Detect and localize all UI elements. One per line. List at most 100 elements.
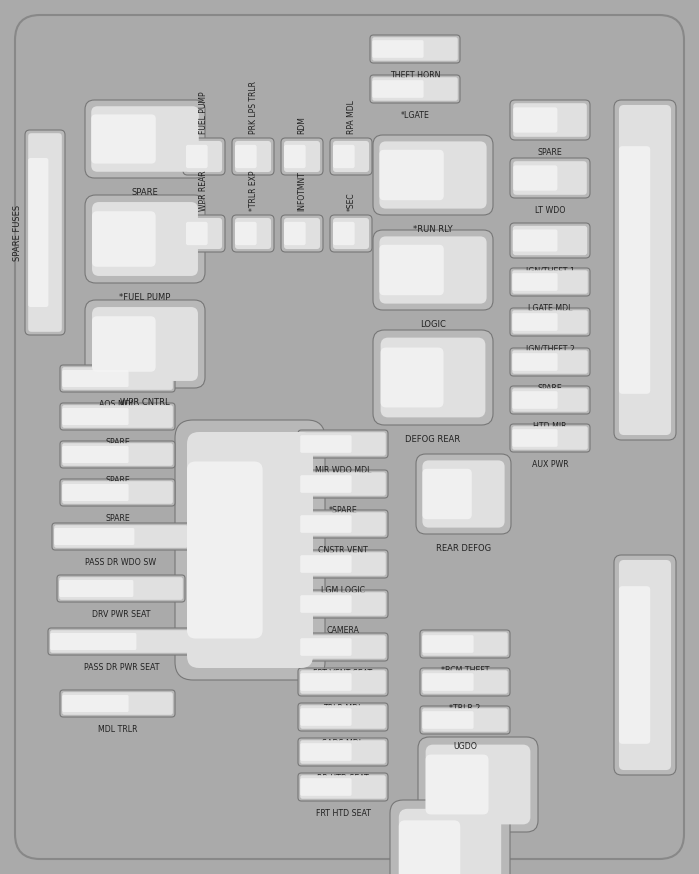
FancyBboxPatch shape [301, 708, 352, 725]
FancyBboxPatch shape [513, 103, 586, 137]
FancyBboxPatch shape [380, 348, 443, 407]
Text: HTD MIR: HTD MIR [533, 422, 567, 431]
FancyBboxPatch shape [619, 105, 671, 435]
Text: SPARE: SPARE [105, 476, 130, 485]
FancyBboxPatch shape [281, 138, 323, 175]
FancyBboxPatch shape [513, 225, 587, 255]
FancyBboxPatch shape [512, 429, 558, 447]
FancyBboxPatch shape [60, 365, 175, 392]
FancyBboxPatch shape [50, 630, 194, 653]
FancyBboxPatch shape [510, 424, 590, 452]
FancyBboxPatch shape [614, 100, 676, 440]
FancyBboxPatch shape [301, 638, 352, 656]
FancyBboxPatch shape [59, 580, 134, 597]
FancyBboxPatch shape [92, 212, 156, 267]
Text: SADS MDL: SADS MDL [322, 739, 363, 748]
Text: *TRLR EXP: *TRLR EXP [249, 170, 257, 211]
FancyBboxPatch shape [399, 821, 460, 874]
FancyBboxPatch shape [330, 138, 372, 175]
FancyBboxPatch shape [235, 218, 271, 249]
FancyBboxPatch shape [510, 223, 590, 258]
FancyBboxPatch shape [186, 222, 208, 245]
FancyBboxPatch shape [62, 406, 173, 428]
FancyBboxPatch shape [510, 308, 590, 336]
Text: CNSTR VENT: CNSTR VENT [318, 546, 368, 555]
FancyBboxPatch shape [373, 80, 424, 98]
FancyBboxPatch shape [301, 475, 352, 493]
Text: *TRLR 2: *TRLR 2 [449, 704, 481, 713]
FancyBboxPatch shape [513, 165, 557, 191]
FancyBboxPatch shape [60, 441, 175, 468]
FancyBboxPatch shape [420, 706, 510, 734]
FancyBboxPatch shape [373, 330, 493, 425]
FancyBboxPatch shape [62, 446, 129, 463]
FancyBboxPatch shape [422, 673, 473, 690]
Text: RPA MDL: RPA MDL [347, 101, 356, 134]
FancyBboxPatch shape [422, 632, 507, 656]
Text: DEFOG REAR: DEFOG REAR [405, 435, 461, 444]
FancyBboxPatch shape [333, 145, 354, 168]
FancyBboxPatch shape [60, 690, 175, 717]
FancyBboxPatch shape [92, 307, 198, 381]
FancyBboxPatch shape [232, 215, 274, 252]
Text: SPARE: SPARE [131, 188, 159, 197]
FancyBboxPatch shape [175, 420, 325, 680]
FancyBboxPatch shape [512, 274, 558, 291]
FancyBboxPatch shape [54, 525, 188, 548]
FancyBboxPatch shape [50, 633, 136, 650]
FancyBboxPatch shape [298, 668, 388, 696]
FancyBboxPatch shape [284, 141, 320, 172]
Text: THEFT HORN: THEFT HORN [390, 71, 440, 80]
FancyBboxPatch shape [62, 367, 173, 390]
Text: FUEL PUMP: FUEL PUMP [199, 92, 208, 134]
FancyBboxPatch shape [301, 743, 352, 761]
FancyBboxPatch shape [416, 454, 511, 534]
FancyBboxPatch shape [510, 158, 590, 198]
FancyBboxPatch shape [298, 470, 388, 498]
FancyBboxPatch shape [301, 552, 386, 576]
Text: MDL TRLR: MDL TRLR [98, 725, 137, 734]
Text: LGM LOGIC: LGM LOGIC [321, 586, 365, 595]
FancyBboxPatch shape [298, 738, 388, 766]
FancyBboxPatch shape [187, 461, 263, 639]
FancyBboxPatch shape [301, 705, 386, 729]
FancyBboxPatch shape [232, 138, 274, 175]
FancyBboxPatch shape [333, 218, 369, 249]
FancyBboxPatch shape [373, 77, 458, 101]
FancyBboxPatch shape [235, 141, 271, 172]
FancyBboxPatch shape [235, 222, 257, 245]
FancyBboxPatch shape [301, 433, 386, 455]
Text: RR HTD SEAT: RR HTD SEAT [317, 774, 369, 783]
FancyBboxPatch shape [370, 35, 460, 63]
FancyBboxPatch shape [370, 75, 460, 103]
FancyBboxPatch shape [333, 222, 354, 245]
FancyBboxPatch shape [373, 230, 493, 310]
FancyBboxPatch shape [510, 268, 590, 296]
FancyBboxPatch shape [92, 107, 199, 172]
FancyBboxPatch shape [60, 479, 175, 506]
FancyBboxPatch shape [422, 711, 473, 729]
Text: CAMERA: CAMERA [326, 626, 359, 635]
FancyBboxPatch shape [62, 443, 173, 466]
Text: MIR WDO MDL: MIR WDO MDL [315, 466, 371, 475]
FancyBboxPatch shape [422, 635, 473, 653]
FancyBboxPatch shape [183, 138, 225, 175]
FancyBboxPatch shape [92, 202, 198, 276]
FancyBboxPatch shape [48, 628, 196, 655]
FancyBboxPatch shape [301, 555, 352, 572]
FancyBboxPatch shape [390, 800, 510, 874]
FancyBboxPatch shape [301, 775, 386, 799]
FancyBboxPatch shape [62, 482, 173, 503]
FancyBboxPatch shape [510, 386, 590, 414]
Text: PASS DR PWR SEAT: PASS DR PWR SEAT [85, 663, 160, 672]
FancyBboxPatch shape [62, 695, 129, 712]
Text: *SPARE: *SPARE [329, 506, 357, 515]
FancyBboxPatch shape [422, 670, 507, 694]
FancyBboxPatch shape [235, 145, 257, 168]
FancyBboxPatch shape [619, 586, 650, 744]
FancyBboxPatch shape [62, 408, 129, 425]
FancyBboxPatch shape [298, 633, 388, 661]
Text: FRT HTD SEAT: FRT HTD SEAT [315, 809, 370, 818]
FancyBboxPatch shape [298, 703, 388, 731]
FancyBboxPatch shape [380, 236, 487, 303]
